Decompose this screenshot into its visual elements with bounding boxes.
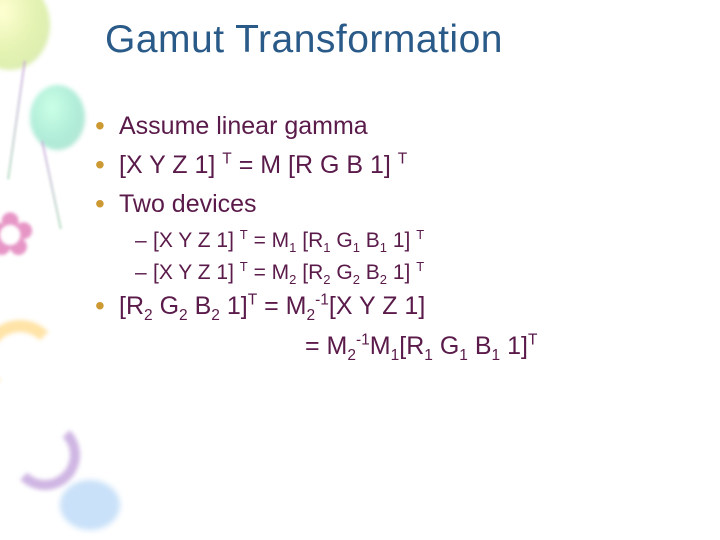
bullet-list: Assume linear gamma [X Y Z 1] T = M [R G …	[95, 110, 680, 364]
slide-content: Gamut Transformation Assume linear gamma…	[0, 0, 720, 364]
swirl-decoration	[10, 420, 80, 490]
slide-title: Gamut Transformation	[105, 18, 680, 62]
blob-decoration	[60, 480, 120, 530]
bullet-item: Two devices	[95, 188, 680, 221]
bullet-item: [X Y Z 1] T = M [R G B 1] T	[95, 149, 680, 182]
continuation-line: = M2-1M1[R1 G1 B1 1]T	[95, 329, 680, 364]
sub-bullet-item: [X Y Z 1] T = M2 [R2 G2 B2 1] T	[95, 259, 680, 287]
sub-bullet-item: [X Y Z 1] T = M1 [R1 G1 B1 1] T	[95, 227, 680, 255]
bullet-item: [R2 G2 B2 1]T = M2-1[X Y Z 1]	[95, 290, 680, 323]
bullet-item: Assume linear gamma	[95, 110, 680, 143]
